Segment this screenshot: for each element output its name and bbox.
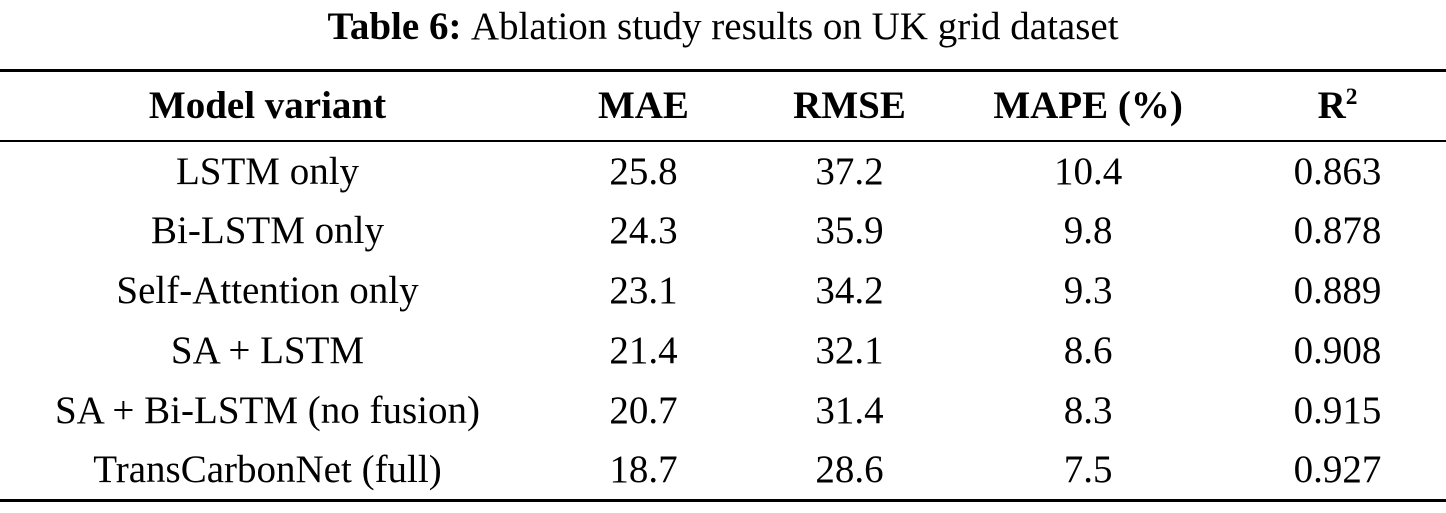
table-header: Model variant MAE RMSE MAPE (%) R2 (0, 71, 1446, 141)
cell-mape: 8.6 (1063, 329, 1113, 372)
cell-r2: 0.889 (1293, 269, 1382, 312)
cell-r2: 0.915 (1293, 389, 1382, 432)
cell-model-variant: SA + LSTM (170, 329, 365, 372)
col-header-rmse: RMSE (793, 84, 906, 128)
table-row: Self-Attention only 23.1 34.2 9.3 0.889 (0, 261, 1446, 321)
cell-rmse: 34.2 (815, 269, 884, 312)
cell-model-variant: SA + Bi-LSTM (no fusion) (54, 389, 481, 432)
r2-symbol-base: R (1317, 84, 1346, 128)
cell-model-variant: Self-Attention only (116, 269, 419, 312)
table-row: SA + LSTM 21.4 32.1 8.6 0.908 (0, 321, 1446, 381)
col-header-mape: MAPE (%) (993, 84, 1183, 128)
table-caption: Table 6: Ablation study results on UK gri… (0, 0, 1446, 54)
cell-mape: 7.5 (1063, 448, 1113, 492)
cell-mae: 25.8 (609, 149, 678, 193)
col-header-model-variant: Model variant (148, 84, 387, 128)
cell-mae: 21.4 (609, 329, 678, 372)
cell-mae: 24.3 (609, 209, 678, 252)
table-row: TransCarbonNet (full) 18.7 28.6 7.5 0.92… (0, 441, 1446, 501)
cell-r2: 0.863 (1293, 149, 1382, 193)
cell-r2: 0.908 (1293, 329, 1382, 372)
table-header-row: Model variant MAE RMSE MAPE (%) R2 (0, 71, 1446, 141)
ablation-results-table: Model variant MAE RMSE MAPE (%) R2 LSTM … (0, 69, 1446, 502)
table-row: Bi-LSTM only 24.3 35.9 9.8 0.878 (0, 201, 1446, 261)
cell-mape: 10.4 (1053, 149, 1123, 193)
cell-mae: 18.7 (609, 448, 678, 492)
table-body: LSTM only 25.8 37.2 10.4 0.863 Bi-LSTM o… (0, 141, 1446, 501)
r2-superscript: 2 (1345, 84, 1358, 111)
cell-mape: 9.3 (1063, 269, 1113, 312)
cell-rmse: 37.2 (815, 149, 884, 193)
cell-mape: 8.3 (1063, 389, 1113, 432)
col-header-mae: MAE (597, 84, 689, 128)
cell-mape: 9.8 (1063, 209, 1113, 252)
cell-rmse: 31.4 (815, 389, 884, 432)
table-caption-text: Ablation study results on UK grid datase… (470, 5, 1119, 48)
cell-model-variant: LSTM only (175, 149, 360, 193)
cell-rmse: 28.6 (815, 448, 884, 492)
table-caption-label: Table 6: (327, 5, 462, 48)
cell-rmse: 35.9 (815, 209, 884, 252)
cell-r2: 0.878 (1293, 209, 1382, 252)
table-row: LSTM only 25.8 37.2 10.4 0.863 (0, 141, 1446, 201)
col-header-r2: R2 (1229, 71, 1446, 141)
cell-r2: 0.927 (1293, 448, 1382, 492)
table-row: SA + Bi-LSTM (no fusion) 20.7 31.4 8.3 0… (0, 381, 1446, 441)
cell-model-variant: TransCarbonNet (full) (93, 448, 442, 492)
cell-mae: 23.1 (609, 269, 678, 312)
cell-mae: 20.7 (609, 389, 678, 432)
cell-rmse: 32.1 (815, 329, 884, 372)
cell-model-variant: Bi-LSTM only (151, 209, 384, 252)
